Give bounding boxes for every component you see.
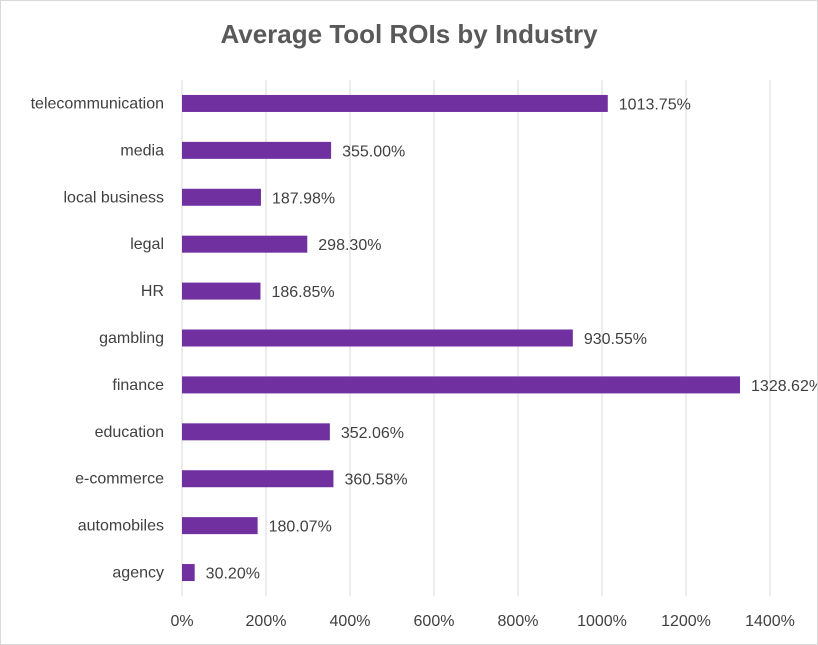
data-label: 1328.62% (751, 378, 817, 395)
data-label: 187.98% (272, 190, 335, 207)
x-tick-label: 0% (170, 613, 193, 630)
data-label: 360.58% (344, 472, 407, 489)
bar (182, 517, 258, 535)
bar (182, 188, 261, 206)
bar (182, 423, 330, 441)
bar (182, 564, 195, 582)
data-label: 298.30% (318, 237, 381, 254)
x-tick-label: 800% (498, 613, 539, 630)
bar (182, 282, 261, 300)
data-label: 1013.75% (619, 96, 691, 113)
data-label: 930.55% (584, 331, 647, 348)
data-label: 355.00% (342, 143, 405, 160)
bar (182, 94, 608, 112)
category-label: automobiles (78, 518, 164, 535)
x-tick-label: 1200% (661, 613, 711, 630)
category-label: gambling (99, 330, 164, 347)
category-label: finance (112, 377, 164, 394)
bar (182, 235, 308, 253)
data-label: 180.07% (269, 519, 332, 536)
category-label: media (120, 142, 164, 159)
category-label: e-commerce (75, 471, 164, 488)
chart-title: Average Tool ROIs by Industry (220, 19, 598, 49)
data-label: 352.06% (341, 425, 404, 442)
data-label: 30.20% (206, 566, 260, 583)
x-tick-label: 400% (330, 613, 371, 630)
x-tick-label: 1000% (577, 613, 627, 630)
category-label: HR (141, 283, 164, 300)
category-label: local business (64, 189, 165, 206)
bar (182, 329, 573, 347)
data-label: 186.85% (271, 284, 334, 301)
x-tick-label: 600% (414, 613, 455, 630)
bar (182, 376, 741, 394)
x-tick-label: 200% (246, 613, 287, 630)
category-label: telecommunication (31, 95, 164, 112)
category-label: legal (130, 236, 164, 253)
category-label: education (95, 424, 164, 441)
category-label: agency (112, 565, 164, 582)
bar (182, 141, 332, 159)
x-tick-label: 1400% (745, 613, 795, 630)
bar (182, 470, 334, 488)
